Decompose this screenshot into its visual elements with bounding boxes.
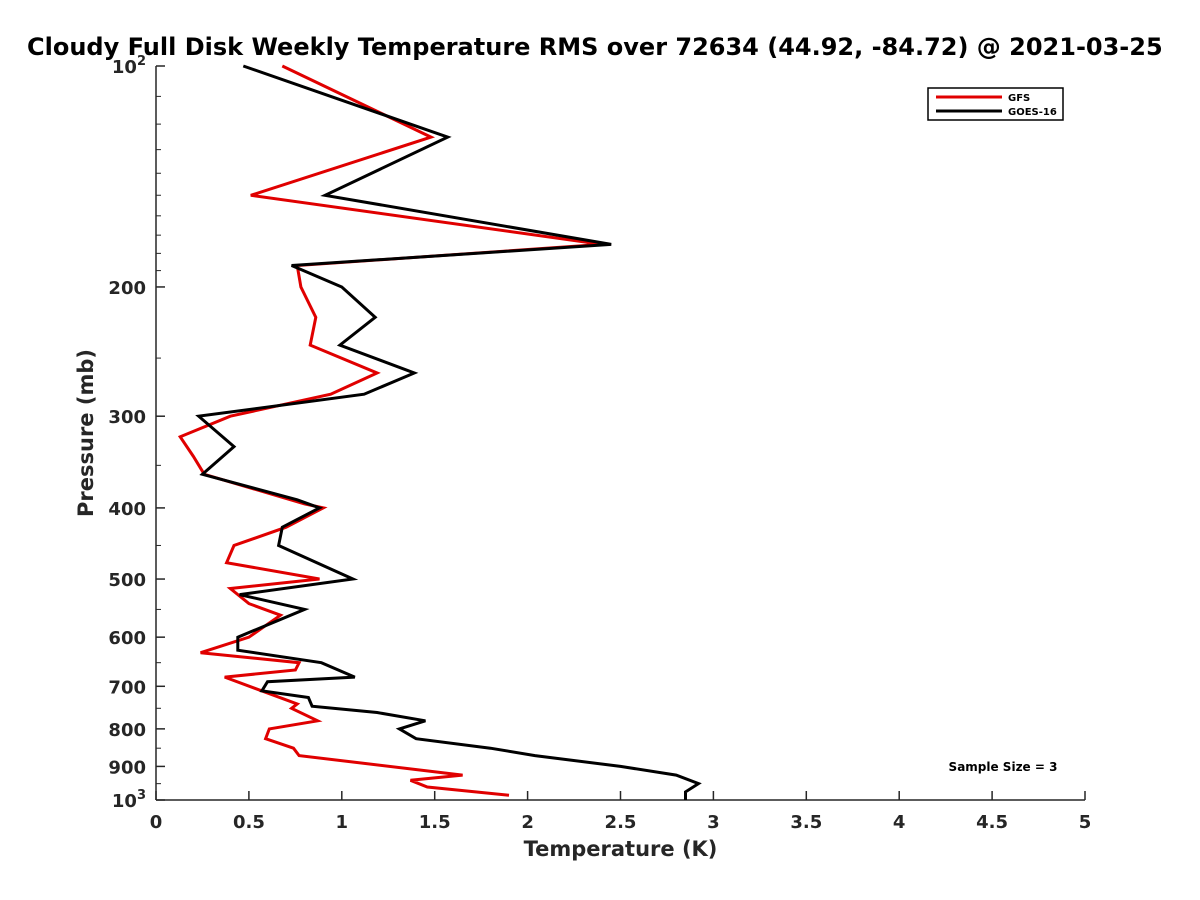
y-tick-label: 400 xyxy=(108,499,146,520)
x-tick-label: 3 xyxy=(707,812,720,833)
series-layer xyxy=(177,64,702,800)
x-tick-label: 5 xyxy=(1079,812,1092,833)
x-tick-label: 2.5 xyxy=(605,812,637,833)
series-line-goes-16 xyxy=(195,64,702,800)
x-tick-label: 2 xyxy=(521,812,534,833)
y-tick-label: 700 xyxy=(108,677,146,698)
y-tick-label: 300 xyxy=(108,407,146,428)
x-tick-label: 0.5 xyxy=(233,812,265,833)
y-tick-label: 103 xyxy=(112,788,146,812)
y-tick-label: 900 xyxy=(108,757,146,778)
x-axis-label: Temperature (K) xyxy=(524,837,718,861)
y-tick-label: 200 xyxy=(108,278,146,299)
x-tick-label: 3.5 xyxy=(790,812,822,833)
series-line-gfs xyxy=(177,64,603,797)
y-tick-label: 500 xyxy=(108,570,146,591)
y-tick-label: 800 xyxy=(108,720,146,741)
x-tick-label: 0 xyxy=(150,812,163,833)
y-tick-label: 600 xyxy=(108,628,146,649)
x-tick-label: 1.5 xyxy=(419,812,451,833)
legend-box xyxy=(927,87,1064,121)
y-axis-label: Pressure (mb) xyxy=(74,349,98,517)
sample-size-annotation: Sample Size = 3 xyxy=(949,760,1058,774)
legend-label: GFS xyxy=(1008,93,1030,104)
x-tick-label: 1 xyxy=(336,812,349,833)
y-tick-label: 102 xyxy=(112,54,146,78)
legend-label: GOES-16 xyxy=(1008,107,1057,118)
legend: GFS GOES-16 xyxy=(927,87,1064,121)
axes: 0 0.5 1 1.5 2 2.5 3 3.5 4 4.5 5 102 200 300 400 500 600 7… xyxy=(108,54,1091,833)
x-tick-label: 4 xyxy=(893,812,906,833)
x-tick-label: 4.5 xyxy=(976,812,1008,833)
chart-title: Cloudy Full Disk Weekly Temperature RMS … xyxy=(27,33,1163,61)
